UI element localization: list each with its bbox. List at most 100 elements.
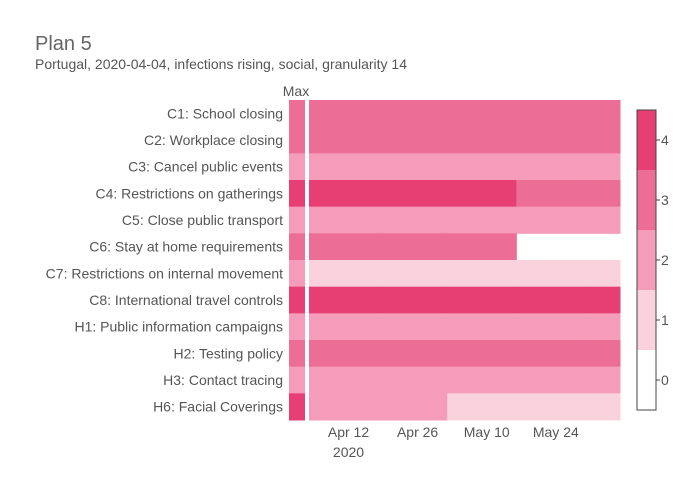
heatmap-cell — [585, 100, 621, 128]
x-tick-label: May 10 — [464, 424, 510, 440]
max-cell — [289, 233, 305, 261]
max-cell — [289, 286, 305, 314]
colorbar-tick-label: 2 — [661, 252, 669, 268]
row-label: H2: Testing policy — [174, 345, 283, 361]
max-cell — [289, 340, 305, 368]
heatmap-cell — [378, 206, 448, 234]
x-axis-ticks: Apr 12 2020 Apr 26 May 10 May 24 — [328, 424, 579, 460]
heatmap-cell — [447, 206, 517, 234]
heatmap-cell — [309, 206, 379, 234]
heatmap-cell — [309, 313, 379, 341]
colorbar-segment — [637, 350, 656, 410]
max-cell — [289, 180, 305, 208]
row-label: H3: Contact tracing — [163, 372, 283, 388]
heatmap-cell — [585, 153, 621, 181]
colorbar-segment — [637, 170, 656, 230]
heatmap-cell — [516, 180, 586, 208]
max-cell — [289, 313, 305, 341]
heatmap-cell — [447, 286, 517, 314]
heatmap-cell — [516, 126, 586, 154]
colorbar-tick-label: 3 — [661, 192, 669, 208]
heatmap-cell — [447, 233, 517, 261]
max-cell — [289, 393, 305, 421]
row-label: C3: Cancel public events — [128, 159, 283, 175]
row-labels: C1: School closing C2: Workplace closing C… — [46, 105, 283, 414]
heatmap-cell — [447, 340, 517, 368]
heatmap-cell — [309, 100, 379, 128]
colorbar-segment — [637, 290, 656, 350]
heatmap-cell — [378, 100, 448, 128]
colorbar-tick-label: 0 — [661, 372, 669, 388]
row-label: C5: Close public transport — [122, 212, 283, 228]
heatmap-cell — [516, 286, 586, 314]
heatmap-cell — [447, 366, 517, 394]
row-label: C6: Stay at home requirements — [89, 239, 283, 255]
heatmap-cell — [585, 366, 621, 394]
max-cell — [289, 153, 305, 181]
row-label: C7: Restrictions on internal movement — [46, 265, 283, 281]
heatmap-cell — [516, 206, 586, 234]
heatmap-cell — [585, 340, 621, 368]
max-cell — [289, 126, 305, 154]
heatmap-cell — [309, 366, 379, 394]
max-cell — [289, 260, 305, 288]
x-tick-label: Apr 12 — [328, 424, 369, 440]
heatmap-cell — [378, 393, 448, 421]
heatmap-cell — [309, 233, 379, 261]
row-label: C2: Workplace closing — [144, 132, 283, 148]
colorbar: 0 1 2 3 4 — [636, 109, 669, 411]
heatmap-cell — [516, 100, 586, 128]
max-column-label: Max — [283, 83, 309, 99]
row-label: C8: International travel controls — [89, 292, 283, 308]
heatmap-cell — [378, 366, 448, 394]
heatmap-cell — [516, 366, 586, 394]
heatmap-cell — [309, 126, 379, 154]
heatmap-cell — [309, 260, 379, 288]
heatmap-cell — [447, 260, 517, 288]
colorbar-segment — [637, 110, 656, 170]
heatmap-cell — [309, 180, 379, 208]
x-tick-label: May 24 — [533, 424, 579, 440]
heatmap-cell — [447, 313, 517, 341]
heatmap-cell — [447, 126, 517, 154]
heatmap-cell — [516, 340, 586, 368]
heatmap-cell — [309, 286, 379, 314]
max-cell — [289, 206, 305, 234]
heatmap-cell — [378, 180, 448, 208]
heatmap-cell — [378, 340, 448, 368]
heatmap-cell — [516, 153, 586, 181]
heatmap-cell — [516, 313, 586, 341]
colorbar-segment — [637, 230, 656, 290]
chart-title: Plan 5 — [35, 33, 92, 55]
row-label: C4: Restrictions on gatherings — [95, 185, 283, 201]
colorbar-tick-label: 4 — [661, 132, 669, 148]
heatmap-cell — [447, 393, 517, 421]
x-tick-label: Apr 26 — [397, 424, 438, 440]
heatmap-cell — [516, 260, 586, 288]
heatmap-cell — [378, 233, 448, 261]
heatmap-cell — [378, 260, 448, 288]
max-cell — [289, 100, 305, 128]
x-tick-sublabel: 2020 — [333, 444, 364, 460]
row-label: H1: Public information campaigns — [74, 319, 283, 335]
heatmap-cell — [309, 393, 379, 421]
heatmap-cell — [585, 206, 621, 234]
heatmap-cells — [309, 100, 621, 421]
heatmap-cell — [447, 180, 517, 208]
heatmap-cell — [447, 100, 517, 128]
row-label: H6: Facial Coverings — [153, 399, 283, 415]
row-label: C1: School closing — [167, 105, 283, 121]
max-cell — [289, 366, 305, 394]
heatmap-cell — [378, 153, 448, 181]
heatmap-cell — [309, 340, 379, 368]
heatmap-cell — [447, 153, 517, 181]
heatmap-cell — [585, 260, 621, 288]
heatmap-cell — [309, 153, 379, 181]
heatmap-cell — [585, 286, 621, 314]
heatmap-cell — [585, 126, 621, 154]
heatmap-cell — [378, 286, 448, 314]
heatmap-cell — [585, 313, 621, 341]
chart-subtitle: Portugal, 2020-04-04, infections rising,… — [35, 56, 407, 72]
colorbar-tick-label: 1 — [661, 312, 669, 328]
